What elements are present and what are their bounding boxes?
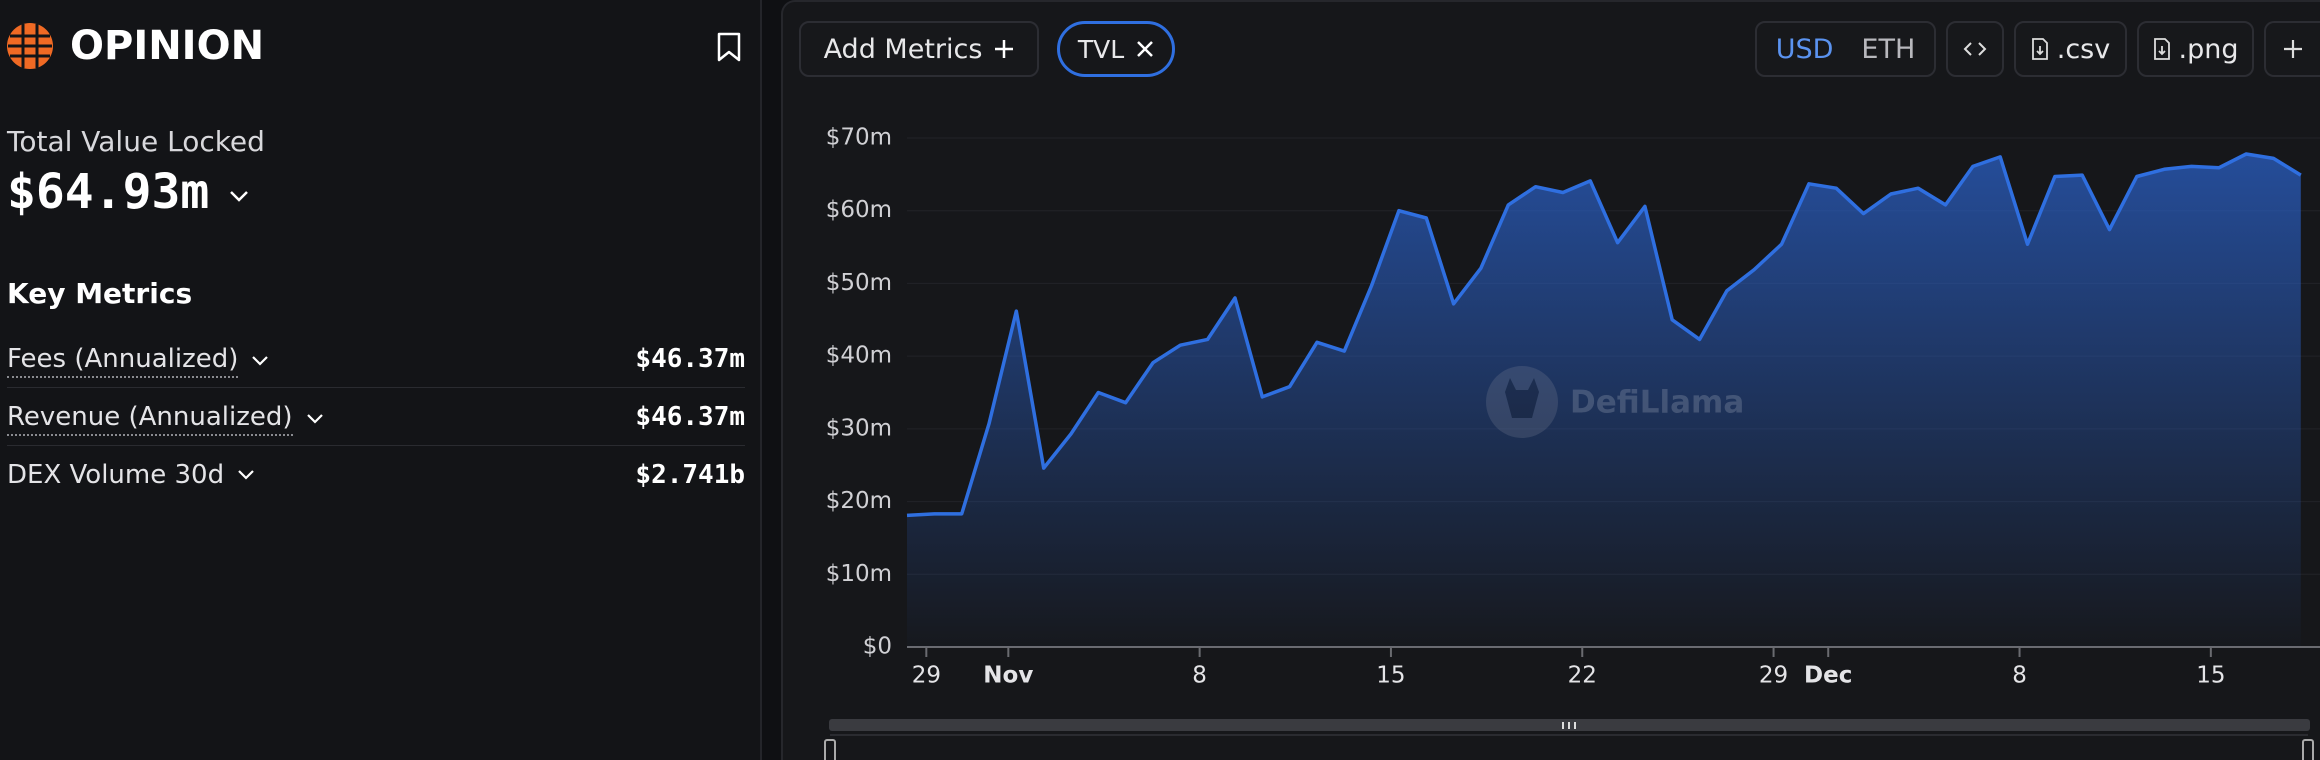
button-text: .png — [2178, 33, 2239, 65]
metric-pill[interactable]: TVL — [1057, 21, 1175, 77]
metric-row: Fees (Annualized) $46.37m — [7, 330, 745, 388]
x-tick-label: 29 — [912, 663, 941, 689]
button-text: Add Metrics — [823, 33, 983, 65]
sidebar: OPINION Total Value Locked $64.93m Key M… — [0, 0, 762, 760]
separator — [7, 387, 745, 388]
metric-row: Revenue (Annualized) $46.37m — [7, 388, 745, 446]
code-icon — [1963, 42, 1987, 56]
y-tick-label: $50m — [826, 270, 892, 296]
currency-toggle: USD ETH — [1755, 21, 1936, 77]
y-tick-label: $70m — [826, 125, 892, 151]
png-button[interactable]: .png — [2137, 21, 2254, 77]
protocol-title: OPINION — [70, 23, 265, 69]
metric-label-group[interactable]: DEX Volume 30d — [7, 460, 256, 490]
metric-label: DEX Volume 30d — [7, 460, 225, 490]
file-icon — [2031, 38, 2048, 60]
embed-button[interactable] — [1946, 21, 2004, 77]
metric-value: $46.37m — [635, 402, 745, 432]
key-metrics-title: Key Metrics — [7, 277, 193, 310]
x-tick-label: 22 — [1568, 663, 1597, 689]
y-tick-label: $40m — [826, 343, 892, 369]
metric-label: Revenue (Annualized) — [7, 402, 293, 436]
separator — [7, 445, 745, 446]
chevron[interactable] — [250, 354, 270, 368]
line — [906, 152, 2302, 518]
add-metrics-button[interactable]: Add Metrics — [799, 21, 1039, 77]
csv-button[interactable]: .csv — [2014, 21, 2127, 77]
metric-row: DEX Volume 30d $2.741b — [7, 446, 745, 504]
currency-option[interactable]: ETH — [1861, 33, 1916, 65]
bookmark-button[interactable] — [716, 31, 742, 63]
x-tick-label: Dec — [1804, 663, 1852, 689]
scrollbar[interactable] — [824, 719, 2314, 760]
x-tick-label: Nov — [983, 663, 1033, 689]
chevron[interactable] — [236, 468, 256, 482]
y-tick-label: $10m — [826, 561, 892, 587]
close-icon[interactable] — [1136, 40, 1154, 58]
metric-label: Fees (Annualized) — [7, 344, 239, 378]
tvl-value: $64.93m — [7, 164, 210, 220]
watermark: DefiLlama — [1486, 366, 1744, 438]
button-text: .csv — [2056, 33, 2111, 65]
metric-value: $2.741b — [635, 460, 745, 490]
x-tick-label: 8 — [1192, 663, 1207, 689]
plus-icon — [2284, 40, 2302, 58]
metric-label-group[interactable]: Revenue (Annualized) — [7, 402, 325, 436]
file-icon — [2153, 38, 2170, 60]
plus-icon — [995, 40, 1014, 58]
watermark-text: DefiLlama — [1570, 385, 1744, 421]
y-tick-label: $20m — [826, 488, 892, 514]
metric-value: $46.37m — [635, 344, 745, 374]
x-tick-label: 8 — [2012, 663, 2027, 689]
protocol-logo — [7, 23, 53, 69]
y-tick-label: $0 — [863, 634, 892, 660]
y-tick-label: $30m — [826, 415, 892, 441]
x-tick-label: 29 — [1759, 663, 1788, 689]
metric-name: TVL — [1077, 34, 1125, 64]
metric-label-group[interactable]: Fees (Annualized) — [7, 344, 270, 378]
x-tick-label: 15 — [1376, 663, 1405, 689]
tvl-label: Total Value Locked — [7, 125, 265, 158]
y-tick-label: $60m — [826, 197, 892, 223]
chevron[interactable] — [228, 188, 250, 204]
x-tick-label: 15 — [2196, 663, 2225, 689]
area — [907, 154, 2301, 647]
chevron[interactable] — [305, 412, 325, 426]
more-button[interactable] — [2264, 21, 2320, 77]
plot: $0 $10m $20m $30m $40m $50m $60m $70m 29 Nov 8 15 22… — [826, 125, 2320, 689]
currency-option[interactable]: USD — [1775, 33, 1834, 65]
